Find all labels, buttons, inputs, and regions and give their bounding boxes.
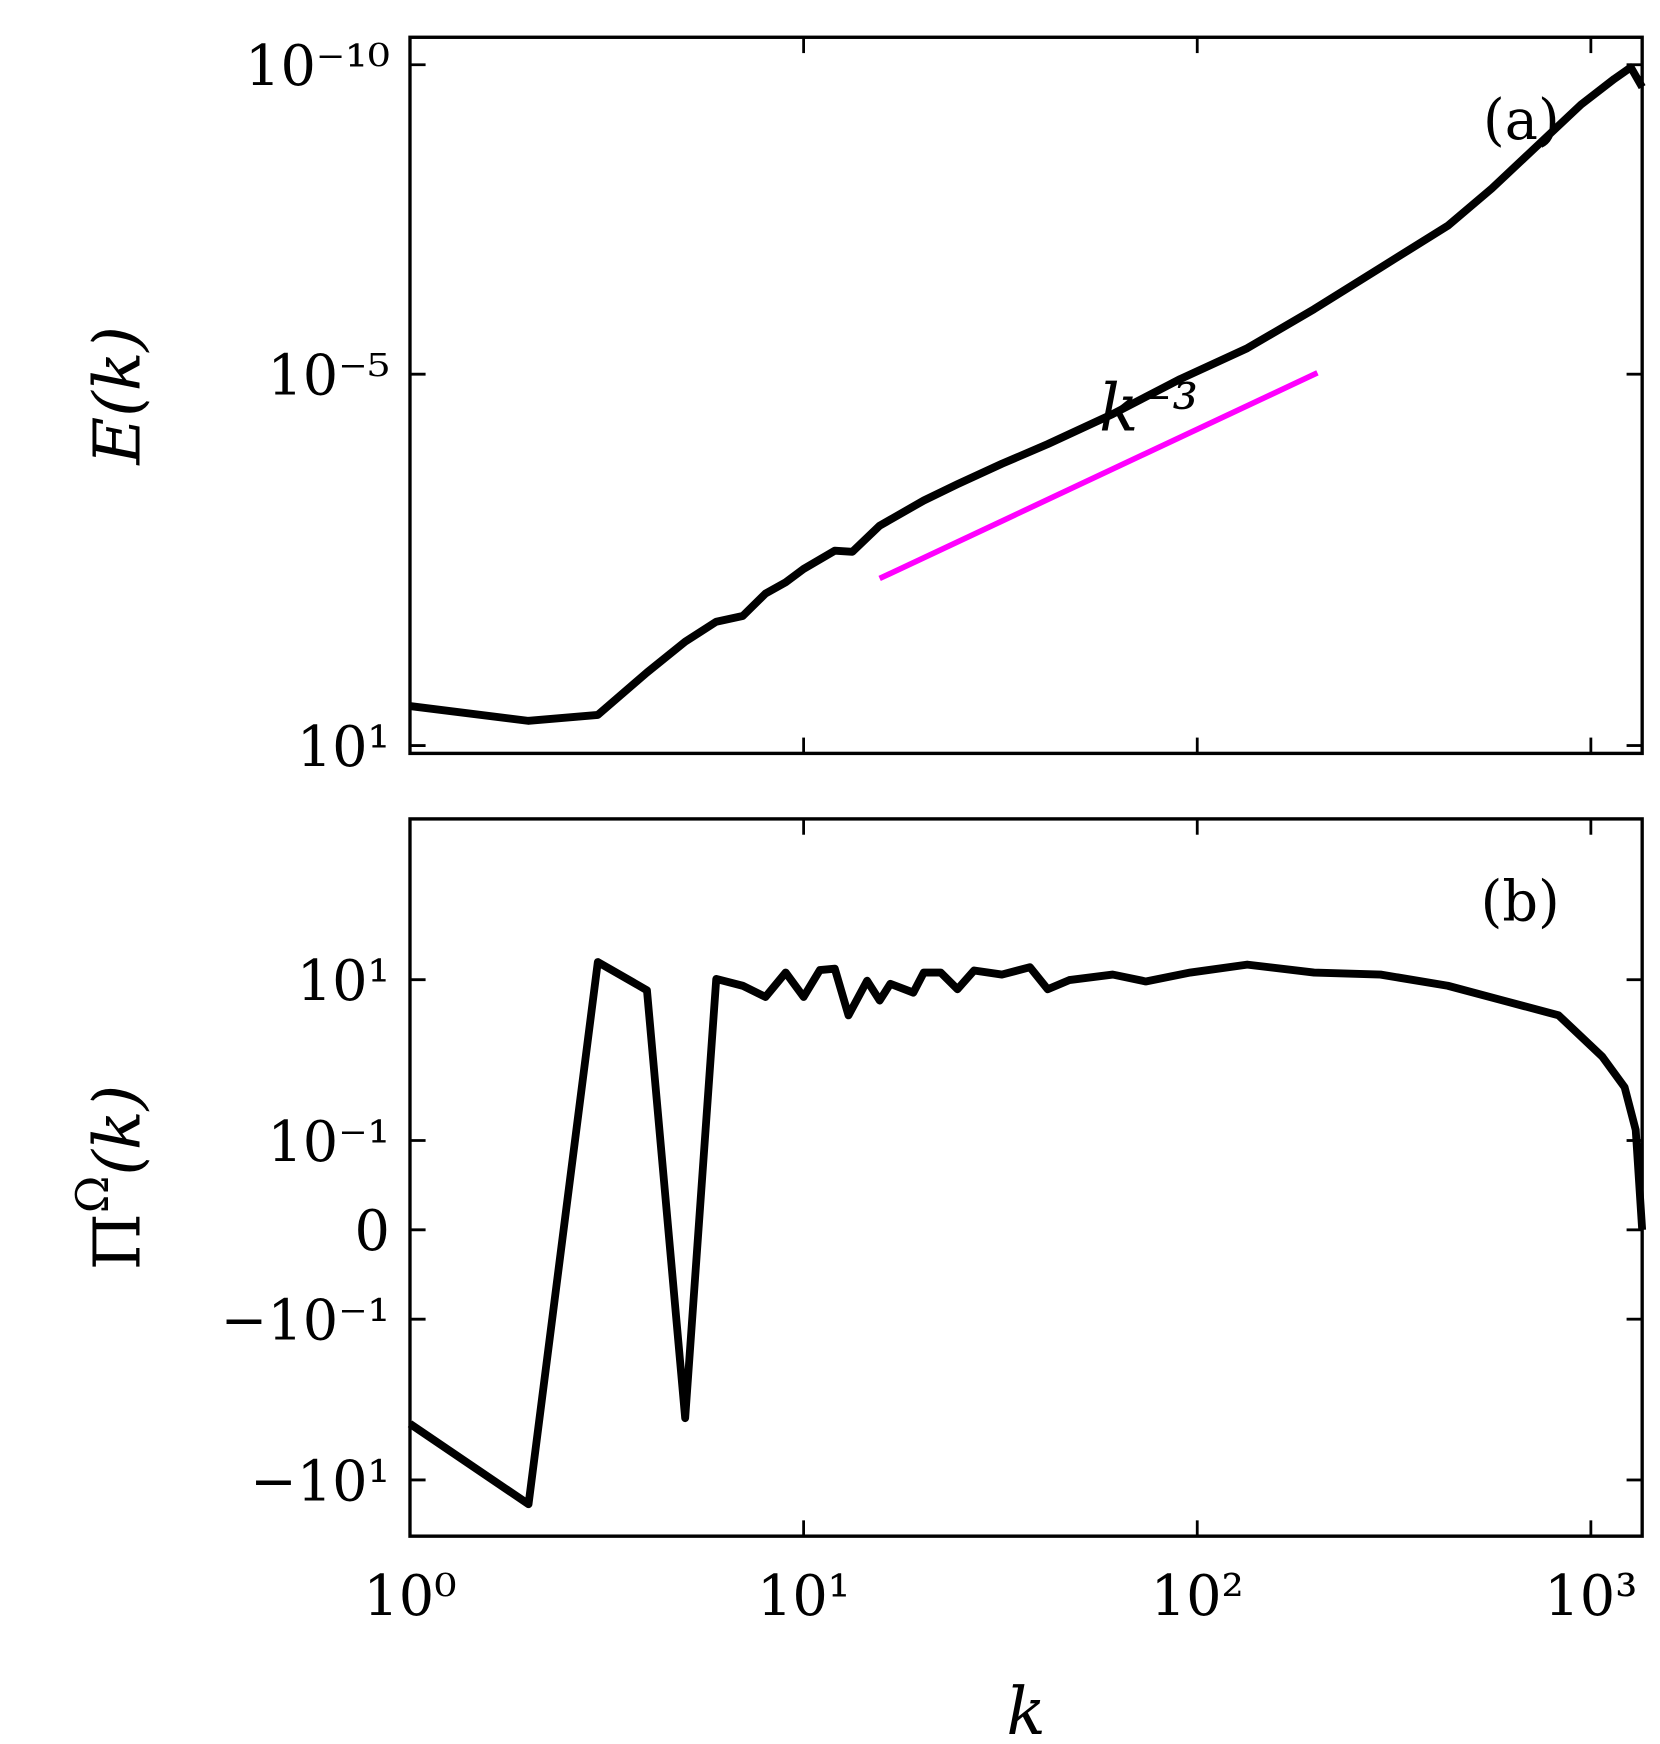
axes-frame (408, 35, 1644, 756)
reference-label: k⁻³ (1099, 371, 1198, 447)
y-axis-label: E(k) (81, 326, 155, 466)
y-tick-label: 10⁻¹ (267, 1109, 390, 1174)
x-tick-label: 10¹ (757, 1564, 850, 1629)
panel-label: (b) (1481, 869, 1560, 934)
x-axis-label: k (1007, 1674, 1046, 1744)
y-tick-label: 10⁻⁵ (267, 343, 390, 408)
y-axis-label: ΠΩ(k) (66, 1085, 155, 1270)
y-tick-label: −10¹ (250, 1449, 390, 1514)
data-line (407, 958, 1647, 1509)
y-tick-label: −10⁻¹ (221, 1288, 390, 1353)
y-tick-label: 10⁻¹⁰ (245, 34, 390, 99)
y-tick-label: 0 (354, 1199, 389, 1264)
y-tick-label: 10¹ (297, 715, 390, 780)
x-tick-label: 10³ (1544, 1564, 1637, 1629)
axes-frame (408, 817, 1644, 1538)
y-axis-label-part: Π (81, 1213, 155, 1270)
y-axis-label-part: Ω (66, 1176, 119, 1213)
panel-label: (a) (1483, 88, 1560, 153)
reference-line (878, 370, 1319, 582)
data-line (409, 63, 1646, 725)
y-axis-label-part: (k) (81, 1085, 155, 1176)
x-tick-label: 10² (1151, 1564, 1244, 1629)
x-tick-label: 10⁰ (363, 1564, 456, 1629)
y-tick-label: 10¹ (297, 949, 390, 1014)
